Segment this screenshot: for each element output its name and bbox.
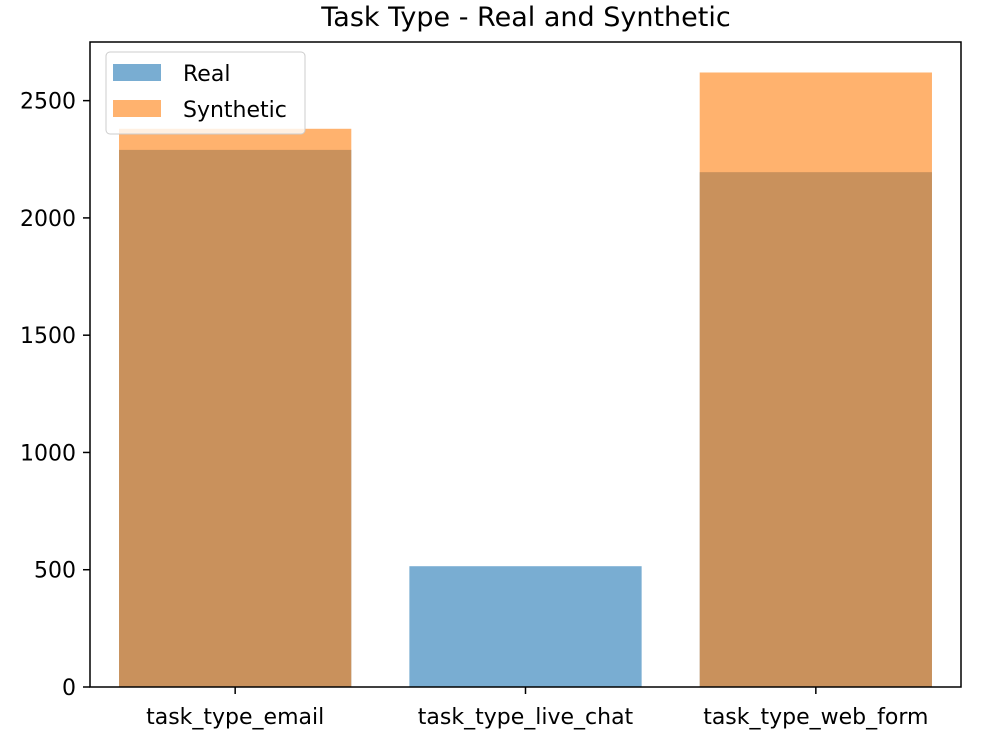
y-tick-label: 500 (34, 559, 76, 584)
y-tick-label: 2500 (20, 90, 76, 115)
legend-swatch-synthetic (113, 100, 161, 117)
chart-title: Task Type - Real and Synthetic (320, 2, 730, 33)
x-tick-label: task_type_email (146, 705, 324, 730)
y-axis: 0 500 1000 1500 2000 2500 (20, 90, 90, 701)
legend-swatch-real (113, 64, 161, 81)
y-tick-label: 2000 (20, 207, 76, 232)
bar-real-task_type_live_chat (409, 566, 642, 687)
y-tick-label: 1500 (20, 324, 76, 349)
y-tick-label: 0 (62, 676, 76, 701)
bar-synthetic-task_type_web_form (699, 72, 932, 687)
bar-synthetic-task_type_email (119, 128, 352, 688)
legend-label-real: Real (183, 62, 230, 87)
x-axis: task_type_email task_type_live_chat task_t… (146, 687, 928, 730)
y-tick-label: 1000 (20, 441, 76, 466)
legend: Real Synthetic (105, 51, 306, 135)
x-tick-label: task_type_live_chat (418, 705, 634, 730)
bars-layer (119, 72, 932, 688)
x-tick-label: task_type_web_form (703, 705, 928, 730)
legend-label-synthetic: Synthetic (183, 98, 287, 123)
